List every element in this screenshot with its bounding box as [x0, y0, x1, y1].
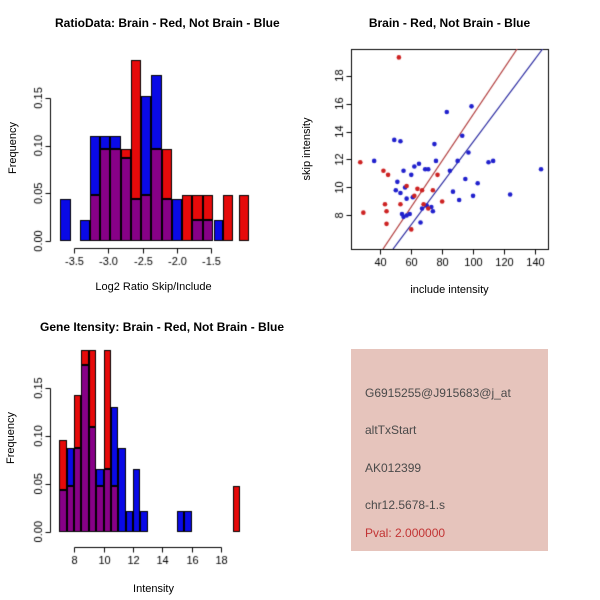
gene-info-panel: G6915255@J915683@j_at altTxStart AK01239… [351, 349, 548, 551]
gene-histogram-plot [0, 300, 300, 600]
gene-histogram-ylabel: Frequency [5, 412, 17, 464]
scatter-plot [300, 0, 600, 300]
event-type-text: altTxStart [365, 423, 417, 437]
panel-gene-histogram: Gene Itensity: Brain - Red, Not Brain - … [0, 300, 300, 600]
pval-text: Pval: 2.000000 [365, 526, 446, 540]
panel-ratio-histogram: RatioData: Brain - Red, Not Brain - Blue… [0, 0, 300, 300]
accession-text: AK012399 [365, 461, 422, 475]
ratio-histogram-plot [0, 0, 300, 300]
scatter-xlabel: include intensity [410, 284, 489, 296]
ratio-histogram-xlabel: Log2 Ratio Skip/Include [95, 281, 212, 293]
probe-id-text: G6915255@J915683@j_at [365, 386, 511, 400]
locus-text: chr12.5678-1.s [365, 498, 446, 512]
scatter-ylabel: skip intensity [301, 117, 313, 181]
ratio-histogram-ylabel: Frequency [7, 122, 19, 174]
panel-scatter: Brain - Red, Not Brain - Blue include in… [300, 0, 600, 300]
gene-histogram-xlabel: Intensity [133, 583, 174, 595]
